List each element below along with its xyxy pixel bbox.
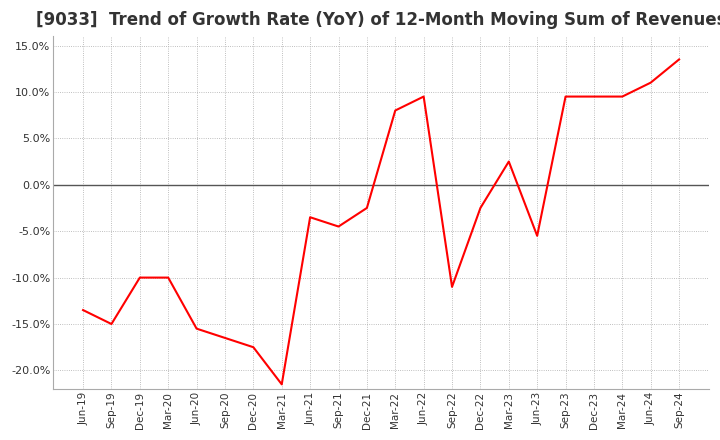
Title: [9033]  Trend of Growth Rate (YoY) of 12-Month Moving Sum of Revenues: [9033] Trend of Growth Rate (YoY) of 12-…	[36, 11, 720, 29]
